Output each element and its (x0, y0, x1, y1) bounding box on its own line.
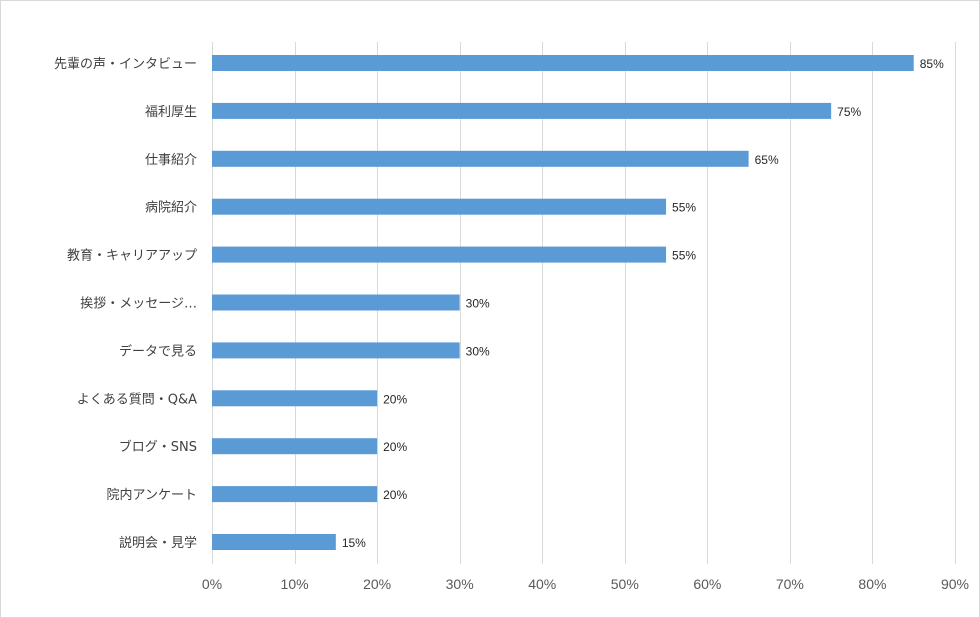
bar (212, 246, 667, 263)
category-label: 説明会・見学 (119, 535, 197, 551)
category-label: 仕事紹介 (145, 153, 197, 168)
data-label: 30% (466, 344, 490, 358)
data-labels: 85% 75% 65% 55% 55% 30% 30% 20% 20% 20% 15% (342, 57, 944, 550)
category-label: 病院紹介 (145, 201, 197, 216)
x-tick-label: 80% (858, 576, 886, 592)
category-label: 先輩の声・インタビュー (54, 57, 197, 72)
category-labels: 先輩の声・インタビュー福利厚生仕事紹介病院紹介教育・キャリアアップ挨拶・メッセー… (54, 57, 197, 551)
bar (212, 55, 914, 71)
bars (212, 55, 914, 550)
data-label: 20% (383, 392, 407, 406)
data-label: 20% (383, 440, 407, 454)
data-label: 55% (672, 201, 696, 215)
x-tick-label: 40% (528, 576, 556, 592)
category-label: 福利厚生 (145, 105, 197, 120)
x-axis-tick-labels: 0% 10% 20% 30% 40% 50% 60% 70% 80% 90% (202, 576, 969, 592)
bar (212, 198, 667, 215)
data-label: 15% (342, 536, 366, 550)
data-label: 55% (672, 249, 696, 263)
x-tick-label: 10% (281, 576, 309, 592)
data-label: 65% (755, 153, 779, 167)
bar (212, 438, 378, 455)
bar (212, 342, 460, 359)
grid-lines (212, 42, 956, 564)
bar (212, 390, 378, 407)
x-tick-label: 90% (941, 576, 969, 592)
category-label: ブログ・SNS (119, 439, 197, 455)
data-label: 85% (920, 57, 944, 71)
bar (212, 486, 378, 503)
data-label: 20% (383, 488, 407, 502)
data-label: 75% (837, 105, 861, 119)
data-label: 30% (466, 297, 490, 311)
bar (212, 150, 749, 167)
category-label: よくある質問・Q&A (77, 392, 197, 407)
bar (212, 534, 336, 550)
x-tick-label: 70% (776, 576, 804, 592)
x-tick-label: 50% (611, 576, 639, 592)
x-tick-label: 20% (363, 576, 391, 592)
x-tick-label: 0% (202, 576, 222, 592)
bar (212, 102, 832, 119)
bar (212, 294, 460, 311)
x-tick-label: 60% (693, 576, 721, 592)
category-label: 教育・キャリアアップ (67, 248, 197, 264)
category-label: 院内アンケート (107, 487, 197, 503)
category-label: 挨拶・メッセージ… (80, 297, 197, 312)
x-tick-label: 30% (446, 576, 474, 592)
category-label: データで見る (119, 343, 197, 359)
